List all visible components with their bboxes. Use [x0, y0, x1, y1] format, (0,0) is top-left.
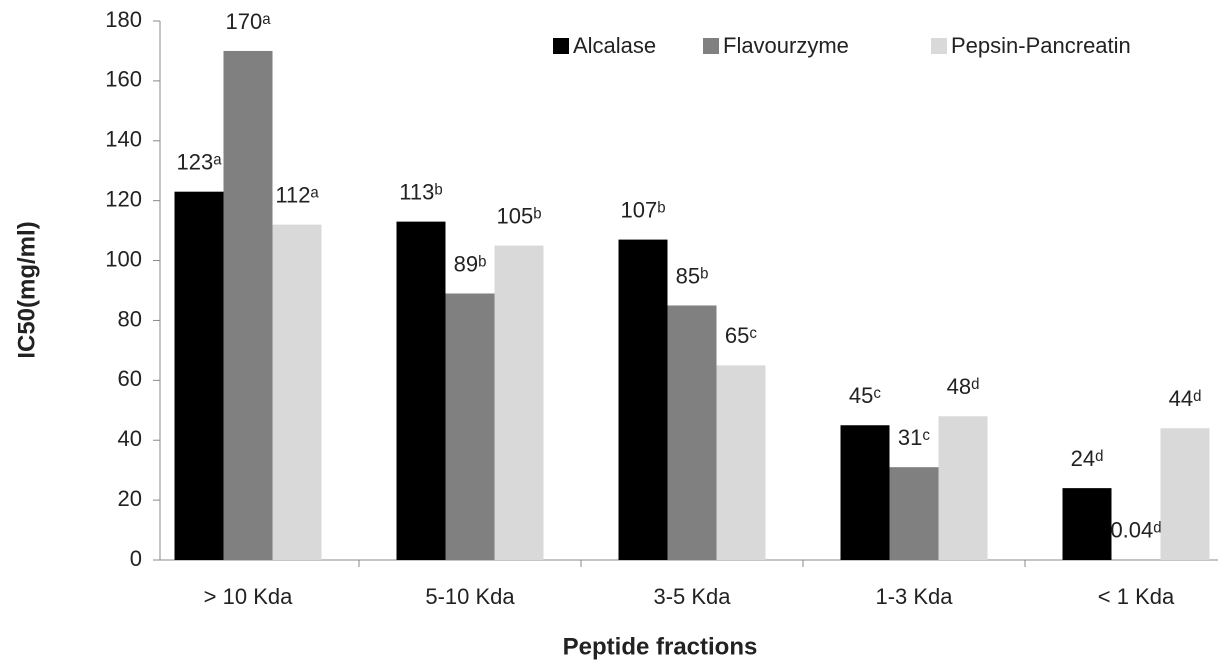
bar [174, 191, 224, 560]
y-tick-label: 0 [130, 546, 142, 571]
legend-label: Flavourzyme [723, 33, 849, 58]
bar [840, 425, 890, 560]
data-label: 44ᵈ [1169, 386, 1202, 411]
x-axis-title: Peptide fractions [563, 633, 758, 660]
y-tick-label: 20 [118, 486, 142, 511]
bar [667, 305, 717, 560]
y-tick-label: 120 [105, 186, 142, 211]
legend-label: Alcalase [573, 33, 656, 58]
y-tick-label: 180 [105, 7, 142, 32]
data-label: 31ᶜ [898, 425, 930, 450]
legend-label: Pepsin-Pancreatin [951, 33, 1131, 58]
data-label: 24ᵈ [1071, 446, 1104, 471]
legend-swatch [703, 38, 719, 54]
bar [1062, 488, 1112, 560]
x-tick-label: > 10 Kda [204, 584, 293, 609]
data-label: 113ᵇ [399, 179, 442, 204]
data-label: 105ᵇ [496, 203, 541, 228]
bar [938, 416, 988, 560]
data-label: 112ᵃ [275, 182, 319, 207]
bar [223, 50, 273, 560]
data-label: 85ᵇ [676, 263, 709, 288]
data-label: 65ᶜ [725, 323, 757, 348]
x-tick-label: < 1 Kda [1098, 584, 1175, 609]
bar [445, 293, 495, 560]
y-tick-label: 60 [118, 366, 142, 391]
x-tick-label: 3-5 Kda [653, 584, 731, 609]
data-label: 45ᶜ [849, 383, 881, 408]
bar [716, 365, 766, 560]
data-label: 48ᵈ [947, 374, 980, 399]
legend-swatch [931, 38, 947, 54]
y-axis-title: IC50(mg/ml) [13, 221, 40, 358]
bar [618, 239, 668, 560]
x-tick-label: 1-3 Kda [875, 584, 953, 609]
bar [889, 467, 939, 560]
bar [1160, 428, 1210, 560]
y-tick-label: 100 [105, 246, 142, 271]
y-tick-label: 80 [118, 306, 142, 331]
data-label: 170ᵃ [226, 9, 272, 34]
y-tick-label: 160 [105, 67, 142, 92]
y-tick-label: 40 [118, 426, 142, 451]
y-tick-label: 140 [105, 127, 142, 152]
bar [494, 245, 544, 561]
data-label: 89ᵇ [454, 251, 487, 276]
data-label: 0.04ᵈ [1110, 518, 1161, 543]
x-tick-label: 5-10 Kda [425, 584, 515, 609]
data-label: 123ᵃ [177, 149, 223, 174]
bar [272, 224, 322, 560]
bar [396, 221, 446, 560]
data-label: 107ᵇ [620, 197, 665, 222]
legend-swatch [553, 38, 569, 54]
